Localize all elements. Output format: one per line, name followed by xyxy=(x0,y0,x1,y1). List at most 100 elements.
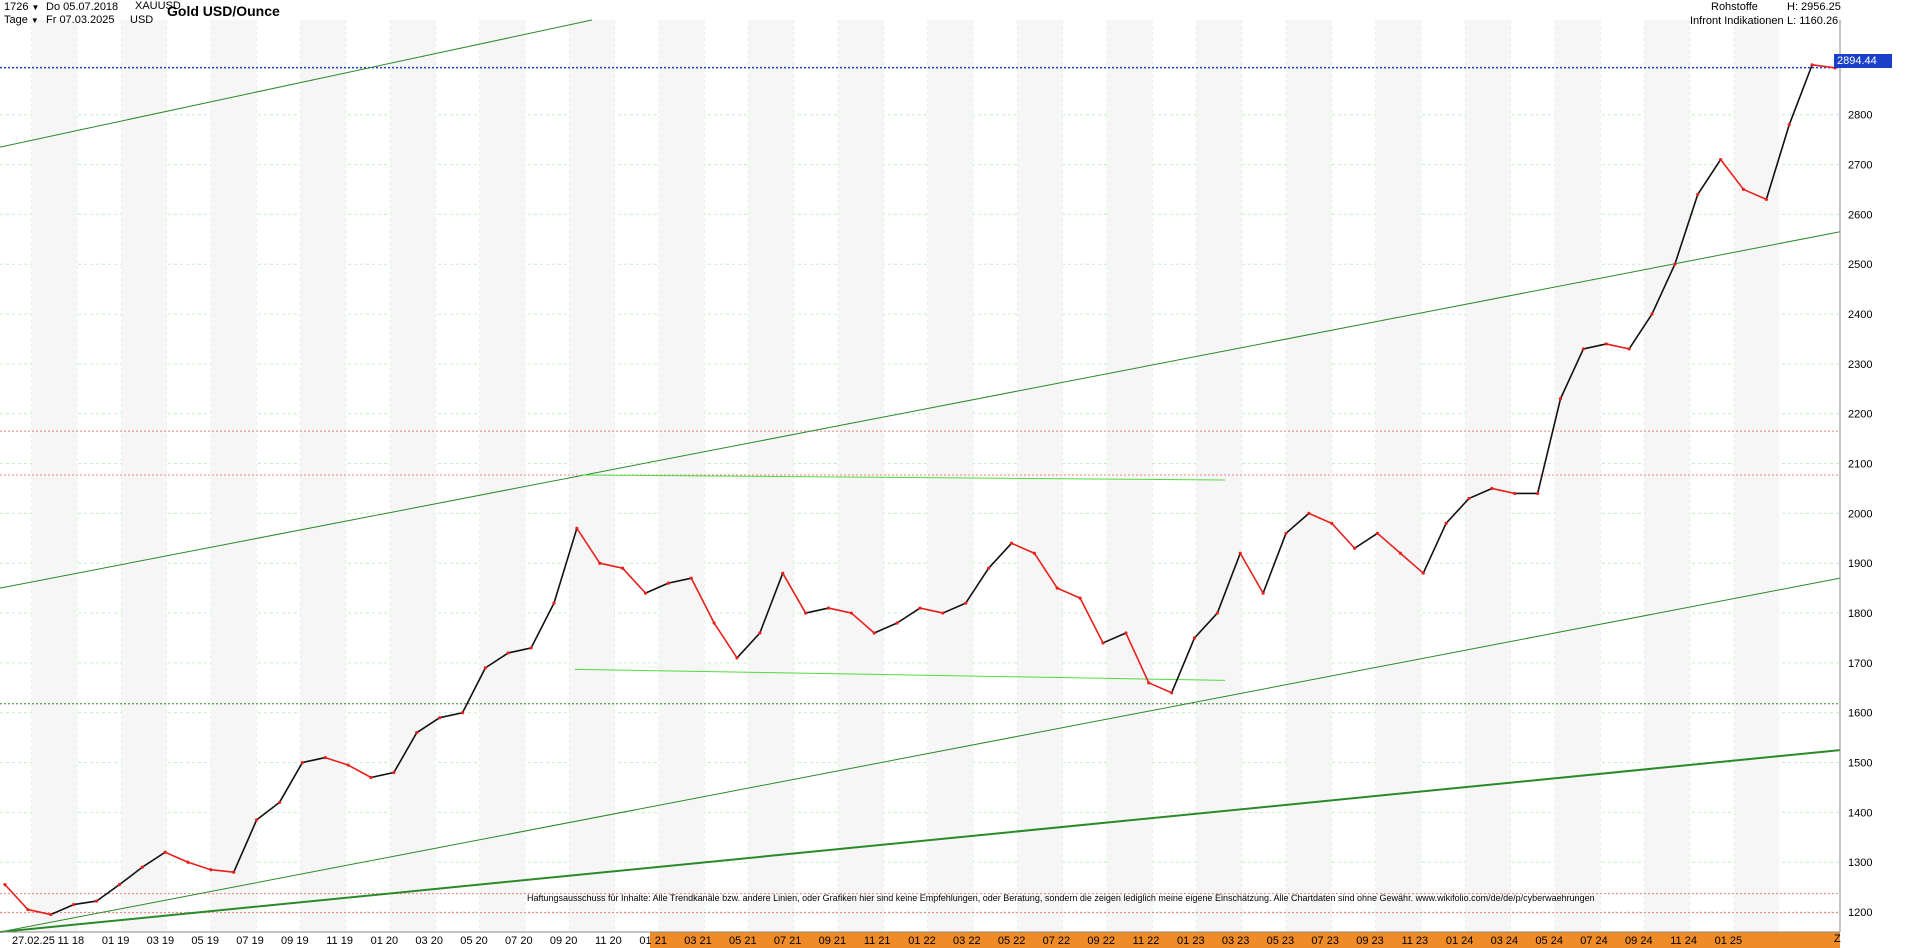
data-point xyxy=(1330,521,1334,525)
series-segment xyxy=(233,819,258,873)
series-segment xyxy=(439,711,463,719)
trend-line xyxy=(0,749,1841,933)
series-segment xyxy=(1606,343,1630,350)
series-segment xyxy=(164,851,189,863)
x-tick-label: 05 23 xyxy=(1267,935,1295,947)
x-tick-label: 03 21 xyxy=(684,935,712,947)
series-segment xyxy=(782,572,807,614)
series-segment xyxy=(1285,512,1310,534)
series-segment xyxy=(873,622,898,634)
data-point xyxy=(232,870,236,874)
dropdown-arrow-icon[interactable]: ▼ xyxy=(31,3,40,12)
series-segment xyxy=(1422,523,1447,574)
data-point xyxy=(1192,636,1197,640)
series-segment xyxy=(1193,612,1218,639)
y-tick-label: 2600 xyxy=(1848,209,1872,221)
data-point xyxy=(49,912,53,917)
data-point xyxy=(1604,342,1608,346)
series-segment xyxy=(850,612,875,634)
series-segment xyxy=(1148,682,1172,694)
data-point xyxy=(94,899,99,903)
x-tick-label: 27.02.25 xyxy=(12,935,55,947)
trend-line xyxy=(579,474,1226,481)
y-tick-label: 1400 xyxy=(1848,807,1872,819)
data-point xyxy=(1787,123,1791,127)
dropdown-arrow-icon[interactable]: ▼ xyxy=(30,16,39,25)
x-tick-label: 05 21 xyxy=(729,935,757,947)
series-segment xyxy=(553,528,578,604)
data-point xyxy=(1375,531,1380,535)
reference-lines xyxy=(0,66,1840,914)
series-segment xyxy=(1536,398,1562,494)
data-point xyxy=(346,763,350,767)
x-tick-label: 05 20 xyxy=(460,935,488,947)
data-point xyxy=(781,571,785,575)
x-tick-label: 07 23 xyxy=(1311,935,1339,947)
series-segment xyxy=(736,632,761,659)
series-segment xyxy=(1674,194,1699,265)
series-segment xyxy=(1262,533,1287,594)
series-segment xyxy=(187,861,212,871)
data-point xyxy=(1536,491,1540,496)
series-segment xyxy=(1239,552,1264,594)
shade-band xyxy=(1196,20,1242,932)
series-segment xyxy=(393,732,418,773)
series-segment xyxy=(690,577,715,624)
data-point xyxy=(1398,551,1402,555)
x-tick-label: 01 20 xyxy=(371,935,399,947)
shade-band xyxy=(1644,20,1690,932)
series-segment xyxy=(141,851,166,868)
data-point xyxy=(1353,546,1357,550)
series-segment xyxy=(1812,64,1836,69)
data-point xyxy=(529,646,533,650)
bars-count: 1726 xyxy=(4,1,29,13)
data-point xyxy=(415,731,419,735)
period-select[interactable]: Tage xyxy=(4,14,28,26)
series-segment xyxy=(1719,159,1745,190)
series-segment xyxy=(27,908,51,916)
data-point xyxy=(117,883,121,887)
shade-band xyxy=(480,20,525,932)
series-segment xyxy=(278,762,304,803)
series-segment xyxy=(347,764,372,779)
data-point xyxy=(621,566,625,570)
data-point xyxy=(140,865,144,869)
data-point xyxy=(186,860,190,864)
data-point xyxy=(1764,197,1768,202)
data-point xyxy=(323,755,327,760)
x-tick-label: 11 20 xyxy=(595,935,622,947)
series-segment xyxy=(828,607,852,614)
series-segment xyxy=(1628,313,1653,350)
data-point xyxy=(1215,611,1219,615)
data-point xyxy=(1170,691,1174,695)
shade-band xyxy=(838,20,884,932)
data-point xyxy=(1421,571,1425,575)
shade-band xyxy=(32,20,77,932)
series-segment xyxy=(325,756,349,766)
series-segment xyxy=(713,622,738,659)
data-point xyxy=(1147,681,1151,685)
series-segment xyxy=(1033,552,1058,589)
series-segment xyxy=(1765,124,1791,200)
series-segment xyxy=(1079,597,1104,644)
data-point xyxy=(3,883,7,887)
data-point xyxy=(804,611,808,615)
data-point xyxy=(987,566,991,570)
data-point xyxy=(735,656,739,660)
x-tick-label: 03 20 xyxy=(415,935,443,947)
category-label: Rohstoffe xyxy=(1711,1,1758,13)
x-tick-label: 09 21 xyxy=(819,935,847,947)
series-segment xyxy=(668,577,692,584)
shade-band xyxy=(569,20,615,932)
data-point xyxy=(918,606,922,610)
data-point xyxy=(1673,262,1677,266)
data-point xyxy=(1558,397,1563,401)
shade-band xyxy=(121,20,167,932)
x-tick-label: 05 24 xyxy=(1535,935,1563,947)
zoom-button[interactable]: Z xyxy=(1834,933,1841,945)
data-point xyxy=(1307,511,1311,515)
y-tick-label: 2200 xyxy=(1848,409,1872,421)
data-point xyxy=(72,902,76,907)
series-segment xyxy=(1468,487,1493,500)
